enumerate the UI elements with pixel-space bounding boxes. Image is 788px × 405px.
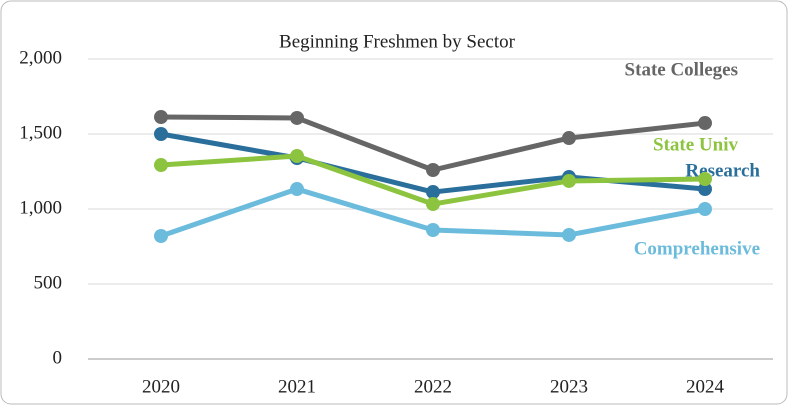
y-tick-label: 2,000 — [19, 47, 62, 68]
data-point — [290, 110, 304, 125]
x-tick-label: 2021 — [278, 376, 316, 397]
y-tick-label: 0 — [53, 347, 63, 368]
y-tick-label: 1,500 — [19, 122, 62, 143]
data-point — [426, 197, 440, 212]
x-tick-label: 2023 — [550, 376, 588, 397]
x-tick-label: 2020 — [142, 376, 180, 397]
y-tick-label: 1,000 — [19, 197, 62, 218]
data-point — [154, 229, 168, 243]
x-tick-label: 2024 — [686, 376, 725, 397]
data-point — [426, 223, 440, 237]
data-point — [290, 182, 304, 197]
data-point — [426, 163, 440, 177]
data-point — [154, 110, 168, 125]
y-tick-label: 500 — [34, 272, 63, 293]
chart-title: Beginning Freshmen by Sector — [279, 31, 516, 52]
data-point — [562, 227, 576, 242]
data-point — [290, 149, 304, 164]
data-point — [562, 131, 576, 146]
data-point — [698, 182, 712, 197]
series-label: Comprehensive — [634, 238, 760, 259]
x-tick-label: 2022 — [414, 376, 452, 397]
series-label: State Colleges — [625, 59, 738, 80]
data-point — [154, 158, 168, 173]
data-point — [698, 116, 712, 131]
data-point — [562, 173, 576, 188]
series-label: State Univ — [653, 134, 738, 155]
data-point — [154, 127, 168, 141]
data-point — [698, 202, 712, 216]
data-point — [426, 185, 440, 200]
data-point — [698, 172, 712, 186]
